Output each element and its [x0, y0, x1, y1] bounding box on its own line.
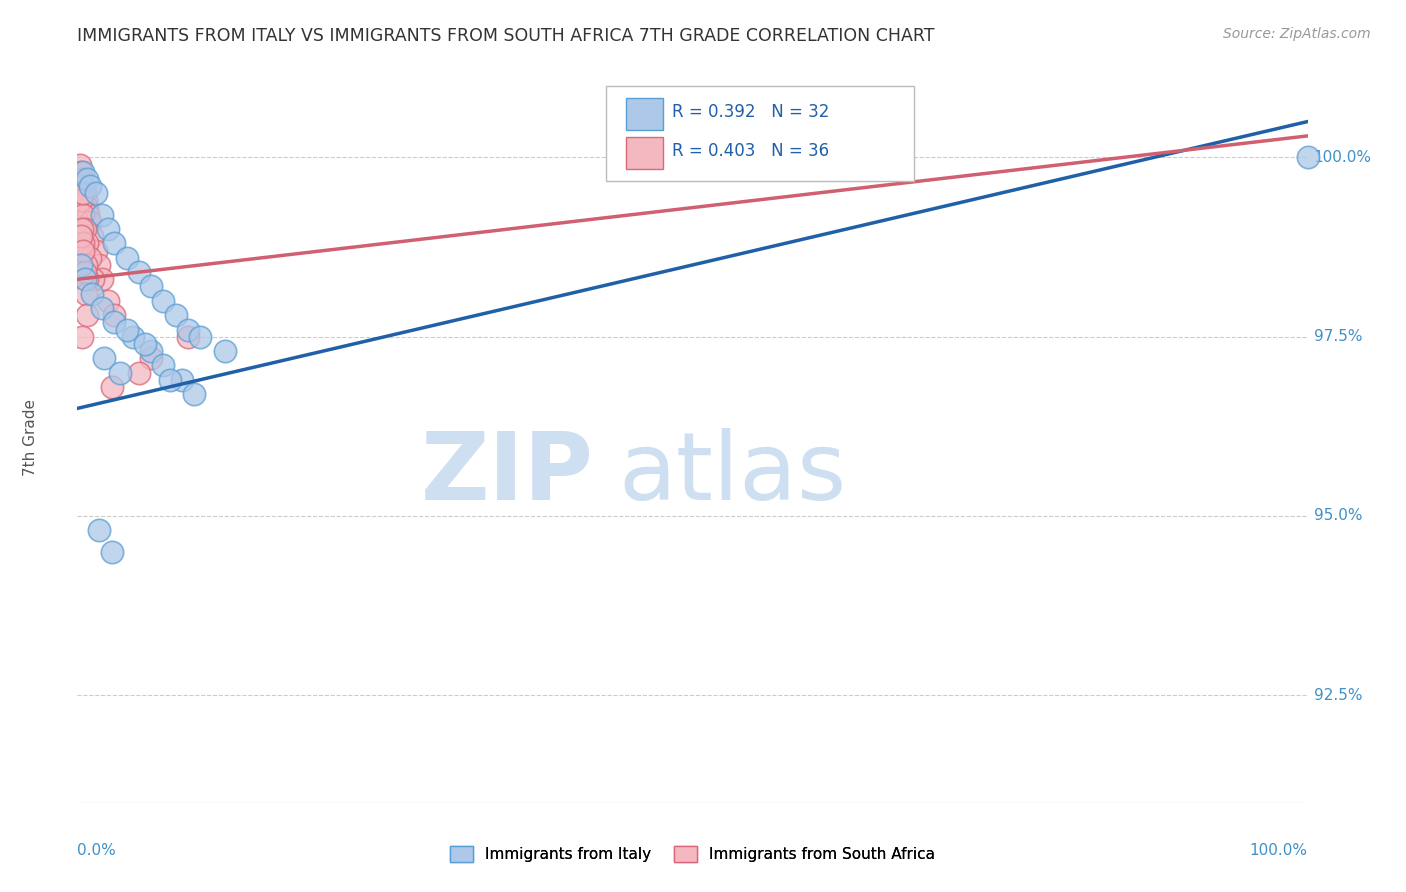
- Point: [1296, 150, 1319, 164]
- Point: [75, 286, 97, 301]
- Point: [110, 366, 132, 380]
- Point: [177, 322, 200, 336]
- Point: [115, 251, 138, 265]
- Point: [73, 265, 96, 279]
- Point: [101, 545, 124, 559]
- Point: [76, 236, 98, 251]
- Point: [152, 293, 174, 308]
- Legend: Immigrants from Italy, Immigrants from South Africa: Immigrants from Italy, Immigrants from S…: [444, 840, 941, 868]
- Point: [141, 344, 163, 359]
- Point: [76, 308, 98, 322]
- Point: [72, 208, 94, 222]
- Point: [165, 308, 187, 322]
- Point: [70, 258, 93, 272]
- Point: [73, 272, 96, 286]
- Point: [103, 236, 125, 251]
- Text: ZIP: ZIP: [422, 427, 595, 520]
- Point: [103, 315, 125, 329]
- Point: [75, 258, 97, 272]
- Point: [77, 208, 100, 222]
- Point: [82, 272, 104, 286]
- Point: [89, 524, 111, 538]
- Text: 0.0%: 0.0%: [77, 843, 117, 858]
- Point: [70, 172, 93, 186]
- Point: [128, 366, 150, 380]
- Point: [188, 329, 212, 343]
- Point: [82, 286, 104, 301]
- Text: 7th Grade: 7th Grade: [22, 399, 38, 475]
- Point: [82, 229, 104, 244]
- Point: [97, 222, 120, 236]
- Point: [159, 373, 181, 387]
- Point: [73, 222, 96, 236]
- Point: [84, 244, 107, 258]
- Point: [97, 293, 120, 308]
- Point: [76, 272, 98, 286]
- FancyBboxPatch shape: [626, 98, 664, 130]
- Point: [70, 194, 93, 208]
- Point: [90, 301, 114, 315]
- Point: [79, 251, 101, 265]
- Point: [75, 194, 97, 208]
- Text: 100.0%: 100.0%: [1313, 150, 1372, 165]
- Point: [214, 344, 236, 359]
- Point: [72, 165, 94, 179]
- Point: [90, 272, 114, 286]
- Point: [72, 244, 94, 258]
- Point: [134, 336, 156, 351]
- Text: 95.0%: 95.0%: [1313, 508, 1362, 524]
- Text: Source: ZipAtlas.com: Source: ZipAtlas.com: [1223, 27, 1371, 41]
- Point: [170, 373, 193, 387]
- Point: [84, 186, 107, 201]
- Point: [90, 208, 114, 222]
- Text: R = 0.392   N = 32: R = 0.392 N = 32: [672, 103, 830, 120]
- FancyBboxPatch shape: [606, 86, 914, 181]
- Point: [141, 279, 163, 293]
- Point: [101, 380, 124, 394]
- FancyBboxPatch shape: [626, 137, 664, 169]
- Point: [121, 329, 143, 343]
- Text: 92.5%: 92.5%: [1313, 688, 1362, 703]
- Point: [70, 329, 93, 343]
- Point: [115, 322, 138, 336]
- Point: [72, 236, 94, 251]
- Text: 97.5%: 97.5%: [1313, 329, 1362, 344]
- Text: 100.0%: 100.0%: [1250, 843, 1308, 858]
- Point: [93, 351, 115, 366]
- Point: [152, 359, 174, 373]
- Point: [76, 201, 98, 215]
- Point: [72, 179, 94, 194]
- Point: [73, 186, 96, 201]
- Point: [69, 158, 91, 172]
- Point: [103, 308, 125, 322]
- Point: [141, 351, 163, 366]
- Text: IMMIGRANTS FROM ITALY VS IMMIGRANTS FROM SOUTH AFRICA 7TH GRADE CORRELATION CHAR: IMMIGRANTS FROM ITALY VS IMMIGRANTS FROM…: [77, 27, 935, 45]
- Text: R = 0.403   N = 36: R = 0.403 N = 36: [672, 142, 828, 160]
- Point: [70, 229, 93, 244]
- Point: [70, 165, 93, 179]
- Point: [177, 329, 200, 343]
- Point: [89, 258, 111, 272]
- Point: [70, 222, 93, 236]
- Point: [183, 387, 205, 401]
- Text: atlas: atlas: [619, 427, 846, 520]
- Point: [72, 186, 94, 201]
- Point: [79, 215, 101, 229]
- Point: [76, 172, 98, 186]
- Point: [128, 265, 150, 279]
- Point: [79, 179, 101, 194]
